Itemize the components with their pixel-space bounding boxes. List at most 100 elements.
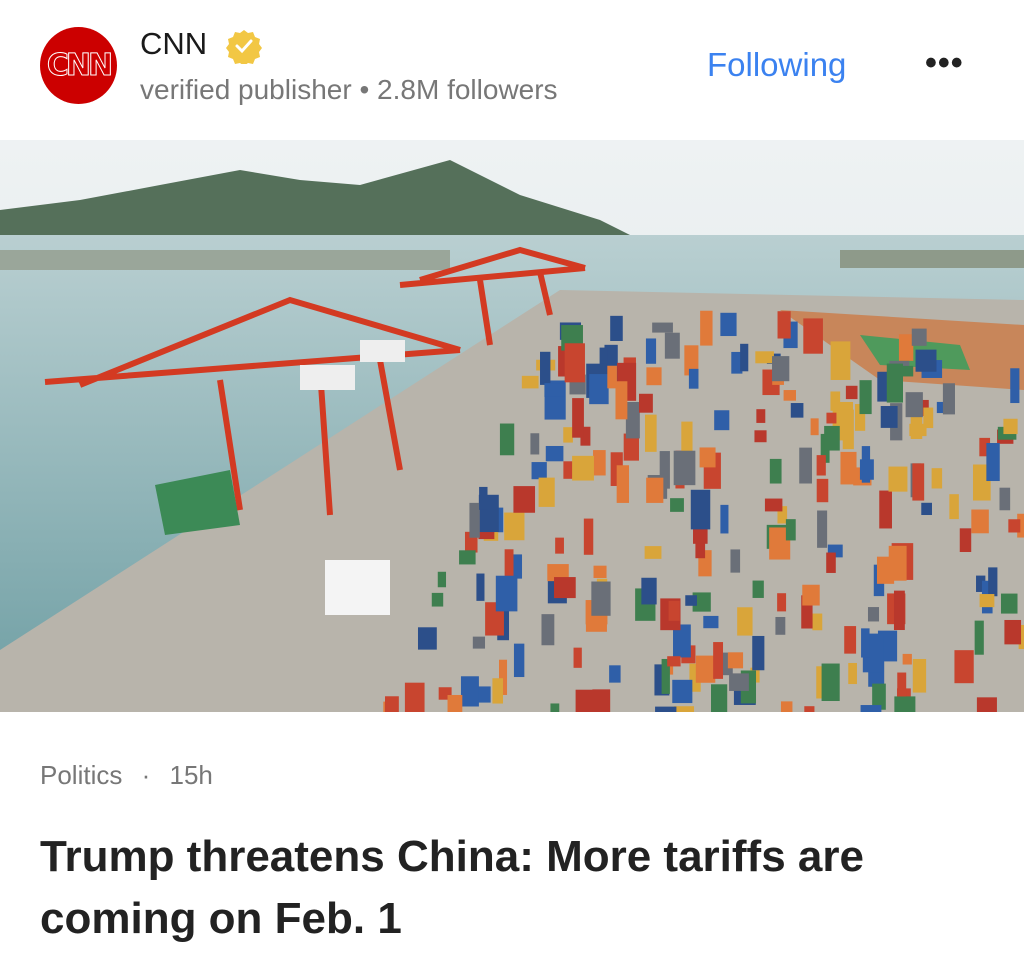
container-stack	[727, 652, 744, 669]
publisher-meta: verified publisher • 2.8M followers	[140, 74, 558, 106]
container-stack	[555, 537, 564, 554]
container-stack	[894, 696, 916, 712]
article-image[interactable]	[0, 140, 1024, 712]
cnn-logo-avatar[interactable]: CNN	[40, 27, 117, 104]
container-stack	[547, 564, 569, 582]
container-stack	[859, 459, 874, 480]
container-stack	[912, 463, 925, 501]
container-stack	[720, 504, 729, 534]
container-stack	[737, 607, 753, 636]
container-stack	[684, 345, 699, 376]
container-stack	[713, 642, 724, 679]
container-stack	[931, 468, 943, 489]
container-stack	[730, 549, 741, 573]
container-stack	[756, 409, 766, 423]
container-stack	[538, 477, 555, 507]
container-stack	[783, 390, 796, 401]
container-stack	[876, 556, 895, 584]
following-button[interactable]: Following	[707, 46, 847, 83]
container-stack	[714, 410, 730, 431]
container-stack	[845, 385, 858, 400]
container-stack	[661, 658, 670, 694]
container-stack	[592, 689, 611, 712]
container-stack	[900, 365, 914, 377]
container-stack	[563, 427, 573, 443]
container-stack	[949, 494, 959, 520]
container-stack	[476, 573, 485, 601]
container-stack	[540, 351, 551, 385]
container-stack	[867, 607, 880, 622]
container-stack	[478, 686, 491, 703]
container-stack	[816, 455, 826, 476]
container-stack	[902, 653, 912, 665]
container-stack	[999, 487, 1011, 511]
container-stack	[979, 437, 991, 457]
container-stack	[755, 351, 774, 364]
container-stack	[700, 310, 713, 346]
container-stack	[504, 549, 514, 584]
container-stack	[912, 658, 927, 693]
container-stack	[572, 398, 584, 438]
container-stack	[764, 498, 783, 512]
container-stack	[893, 590, 905, 631]
container-stack	[872, 683, 886, 710]
container-stack	[530, 433, 540, 455]
container-stack	[769, 458, 782, 484]
container-stack	[775, 616, 786, 635]
container-stack	[655, 706, 677, 712]
container-stack	[777, 506, 788, 524]
separator: •	[359, 74, 370, 105]
container-stack	[879, 490, 892, 529]
category-link[interactable]: Politics	[40, 760, 123, 790]
container-stack	[573, 647, 582, 668]
container-stack	[972, 464, 991, 501]
article-title[interactable]: Trump threatens China: More tariffs are …	[40, 832, 864, 943]
container-stack	[695, 655, 716, 683]
container-stack	[499, 659, 508, 695]
container-stack	[752, 635, 765, 671]
container-stack	[976, 697, 997, 712]
container-stack	[495, 575, 518, 612]
container-stack	[971, 509, 989, 534]
container-stack	[826, 412, 837, 424]
container-stack	[692, 592, 711, 612]
container-stack	[777, 311, 791, 339]
container-stack	[921, 502, 932, 516]
container-stack	[667, 656, 681, 667]
container-stack	[830, 391, 841, 411]
container-stack	[1003, 418, 1018, 435]
logo-text: CNN	[46, 48, 113, 84]
container-stack	[731, 351, 743, 374]
container-stack	[699, 447, 716, 468]
container-stack	[616, 465, 630, 503]
container-stack	[673, 706, 695, 712]
container-stack	[607, 365, 617, 389]
more-options-icon[interactable]: •••	[925, 44, 964, 82]
container-stack	[589, 374, 609, 405]
container-stack	[1008, 519, 1021, 533]
container-stack	[672, 679, 693, 704]
container-stack	[550, 703, 560, 712]
container-stack	[384, 696, 399, 712]
container-stack	[936, 401, 948, 414]
article-meta: Politics · 15h	[40, 760, 213, 791]
container-stack	[954, 650, 974, 684]
container-stack	[910, 410, 923, 439]
container-stack	[545, 445, 564, 462]
container-stack	[880, 406, 898, 428]
container-stack	[923, 407, 934, 429]
container-stack	[780, 701, 793, 712]
container-stack	[554, 577, 576, 599]
container-stack	[580, 426, 591, 446]
publisher-name[interactable]: CNN	[140, 26, 208, 61]
container-stack	[703, 615, 719, 629]
container-stack	[641, 577, 657, 605]
container-stack	[988, 567, 998, 597]
publisher-type: verified publisher	[140, 74, 352, 105]
container-stack	[431, 592, 444, 607]
container-stack	[469, 502, 480, 538]
container-stack	[785, 519, 796, 541]
container-stack	[673, 624, 691, 658]
container-stack	[729, 673, 749, 691]
container-stack	[644, 414, 657, 452]
